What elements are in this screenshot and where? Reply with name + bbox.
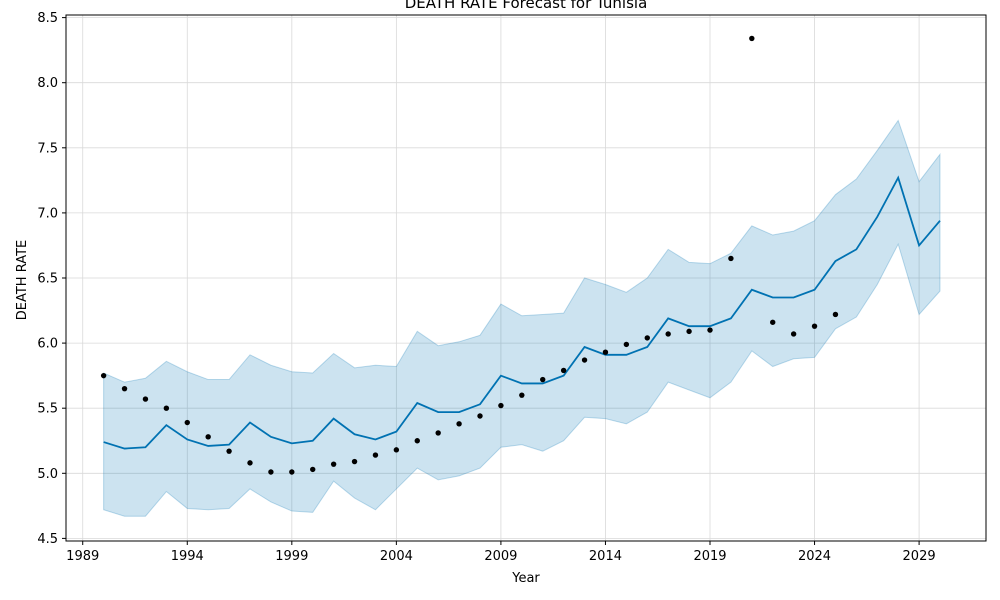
x-axis-label: Year xyxy=(511,571,540,586)
x-tick-label: 2004 xyxy=(380,549,413,564)
observed-point xyxy=(790,331,797,337)
observed-point xyxy=(435,430,441,436)
observed-point xyxy=(456,421,462,427)
observed-point xyxy=(707,327,713,333)
observed-point xyxy=(832,311,839,318)
observed-point xyxy=(247,460,253,466)
observed-point xyxy=(498,402,504,409)
grid xyxy=(66,15,986,541)
observed-point xyxy=(728,255,734,262)
observed-point xyxy=(519,392,525,398)
uncertainty-band xyxy=(103,119,941,517)
x-tick-label: 1999 xyxy=(275,549,308,564)
observed-point xyxy=(226,448,232,454)
observed-point xyxy=(289,469,295,475)
observed-point xyxy=(623,341,630,348)
observed-point xyxy=(560,367,567,374)
observed-point xyxy=(393,447,400,453)
x-tick-label: 2019 xyxy=(693,549,726,564)
observed-point xyxy=(686,328,692,335)
observed-point xyxy=(163,405,170,411)
observed-point xyxy=(310,466,316,473)
x-tick-label: 1989 xyxy=(66,549,99,564)
observed-points-layer xyxy=(100,35,839,475)
y-tick-label: 7.5 xyxy=(37,141,58,156)
observed-point xyxy=(665,331,671,337)
observed-point xyxy=(581,357,588,363)
y-tick-label: 5.0 xyxy=(37,467,58,482)
x-tick-label: 2029 xyxy=(903,549,936,564)
observed-point xyxy=(121,385,128,392)
x-tick-label: 2014 xyxy=(589,549,622,564)
observed-point xyxy=(184,419,190,426)
observed-point xyxy=(811,323,818,329)
y-tick-label: 4.5 xyxy=(37,532,58,547)
x-tick-label: 2009 xyxy=(484,549,517,564)
x-axis-ticks: 1989 1994 1999 2004 2009 2014 2019 2024 2029 xyxy=(66,541,936,564)
y-tick-label: 6.0 xyxy=(37,337,58,352)
observed-point xyxy=(749,35,755,42)
x-tick-label: 1994 xyxy=(171,549,204,564)
y-axis-ticks: 4.5 5.0 5.5 6.0 6.5 7.0 7.5 8.0 8.5 xyxy=(37,11,66,547)
y-tick-label: 8.0 xyxy=(37,76,58,91)
observed-point xyxy=(414,438,420,444)
y-tick-label: 8.5 xyxy=(37,11,58,26)
forecast-line xyxy=(103,175,941,450)
observed-point xyxy=(644,335,650,341)
observed-point xyxy=(540,376,546,383)
observed-point xyxy=(205,434,211,440)
observed-point xyxy=(100,372,107,379)
observed-point xyxy=(770,319,776,325)
y-axis-label: DEATH RATE xyxy=(15,240,30,321)
uncertainty-band-layer xyxy=(103,119,941,517)
y-tick-label: 7.0 xyxy=(37,206,58,221)
chart-title: DEATH RATE Forecast for Tunisia xyxy=(405,0,648,12)
observed-point xyxy=(330,461,337,467)
y-tick-label: 5.5 xyxy=(37,402,58,417)
observed-point xyxy=(142,396,149,402)
observed-point xyxy=(602,349,609,355)
x-tick-label: 2024 xyxy=(798,549,831,564)
observed-point xyxy=(268,469,274,475)
observed-point xyxy=(351,458,358,465)
observed-point xyxy=(372,452,379,458)
y-tick-label: 6.5 xyxy=(37,272,58,287)
observed-point xyxy=(477,413,483,419)
forecast-line-layer xyxy=(103,175,941,450)
